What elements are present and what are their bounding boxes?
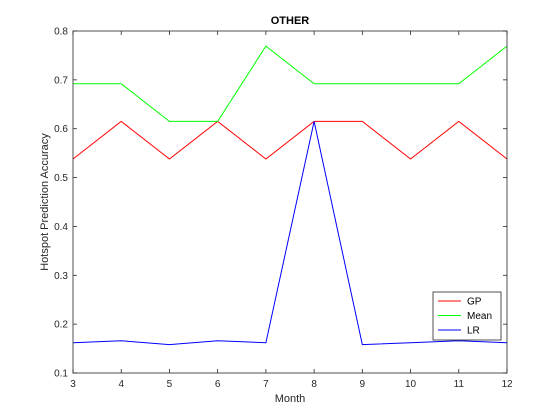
axes-layer [72, 30, 508, 374]
series-line-gp [72, 120, 508, 160]
legend-label-mean: Mean [467, 311, 492, 322]
legend-label-lr: LR [467, 326, 480, 337]
y-axis-title: Hotspot Prediction Accuracy [39, 133, 51, 271]
y-tick-label: 0.1 [54, 369, 68, 380]
series-line-lr [72, 121, 508, 346]
x-tick-label: 10 [405, 379, 417, 390]
ticks-layer: 3 4 5 6 7 8 9 10 11 12 0.1 0.2 0.3 0.4 0.5 0.6 0.7 0.8 [54, 27, 513, 391]
x-axis-title: Month [275, 393, 306, 405]
series-layer [72, 45, 508, 346]
series-line-mean [73, 45, 508, 122]
legend: GP Mean LR [432, 291, 502, 341]
y-tick-label: 0.6 [54, 124, 68, 135]
x-tick-label: 11 [454, 379, 465, 390]
x-tick-label: 9 [360, 379, 366, 390]
y-tick-label: 0.2 [54, 320, 68, 331]
x-tick-label: 7 [263, 379, 269, 390]
x-tick-label: 8 [311, 379, 317, 390]
x-tick-label: 5 [167, 379, 173, 390]
y-tick-label: 0.3 [54, 271, 68, 282]
y-tick-label: 0.7 [54, 75, 68, 86]
axes-box [72, 30, 508, 374]
chart-title: OTHER [271, 15, 310, 27]
x-tick-label: 12 [501, 379, 513, 390]
y-tick-label: 0.5 [54, 173, 68, 184]
x-tick-label: 3 [70, 379, 76, 390]
x-tick-label: 6 [215, 379, 221, 390]
legend-label-gp: GP [467, 297, 482, 308]
x-tick-label: 4 [118, 379, 124, 390]
y-tick-label: 0.4 [54, 222, 68, 233]
y-tick-label: 0.8 [54, 27, 68, 38]
